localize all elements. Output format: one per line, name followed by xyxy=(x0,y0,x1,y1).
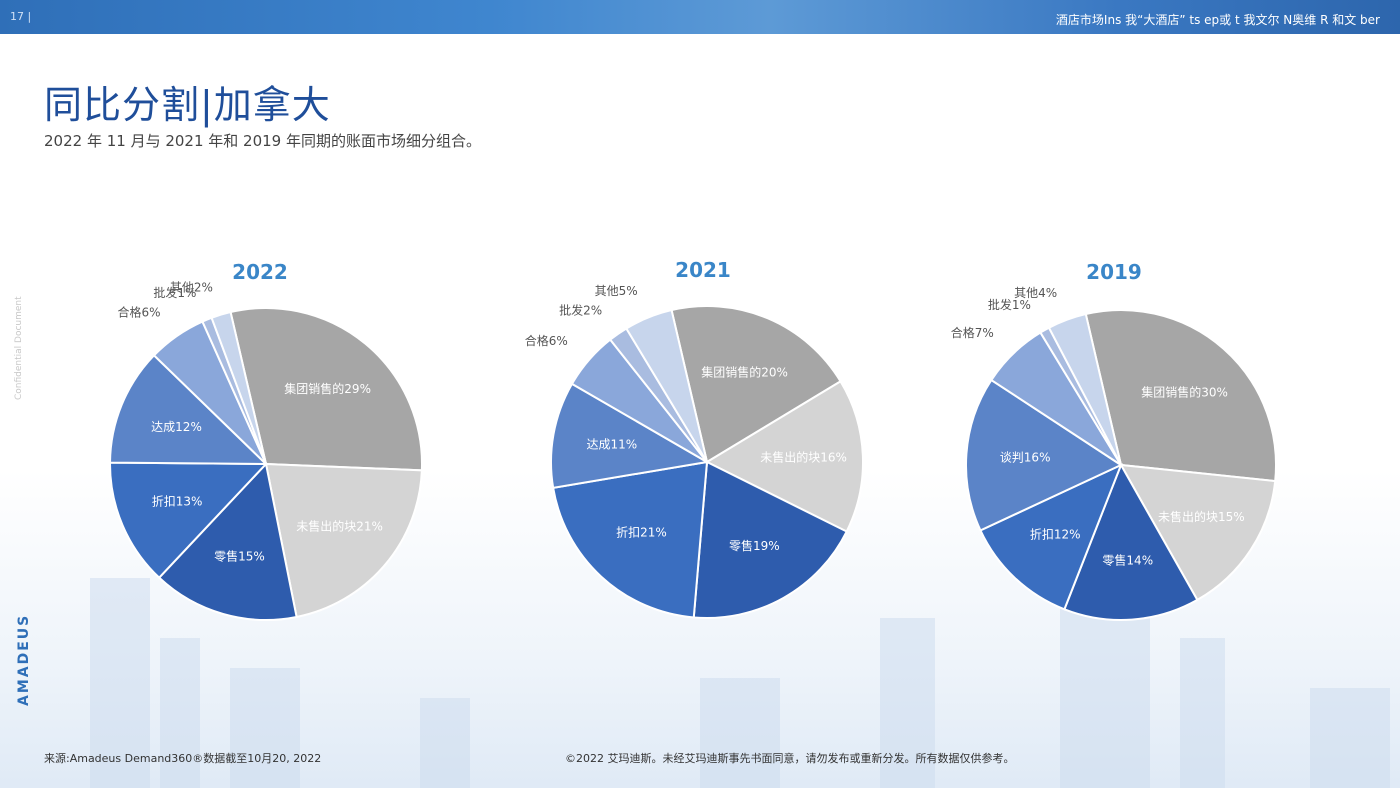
pie-slice xyxy=(965,378,1124,532)
page-title: 同比分割|加拿大 xyxy=(44,83,331,127)
pie-slice-label: 合格7% xyxy=(951,325,994,340)
pie-slice-label: 未售出的块16% xyxy=(760,450,847,465)
page-subtitle: 2022 年 11 月与 2021 年和 2019 年同期的账面市场细分组合。 xyxy=(44,132,481,150)
pie-slice-label: 批发1% xyxy=(153,285,196,300)
pie-slice-label: 集团销售的20% xyxy=(701,364,788,379)
breadcrumb: 酒店市场Ins 我“大酒店” ts ep或 t 我文尔 N奥维 R 和文 ber xyxy=(1055,13,1380,27)
pie-slice-label: 批发2% xyxy=(559,302,602,317)
pie-slice-label: 未售出的块15% xyxy=(1158,509,1245,524)
pie-slice xyxy=(229,307,423,472)
pie-slice xyxy=(550,382,710,489)
pie-slice-label: 其他4% xyxy=(1014,286,1057,300)
pie-slice xyxy=(108,353,269,466)
pie-slice-label: 谈判16% xyxy=(1000,451,1051,465)
pie-slice-label: 其他2% xyxy=(170,280,213,294)
copyright-note: ©2022 艾玛迪斯。未经艾玛迪斯事先书面同意，请勿发布或重新分发。所有数据仅供… xyxy=(565,752,1015,765)
pie-slice-label: 折扣21% xyxy=(616,525,667,540)
pie-slice xyxy=(109,461,269,580)
pie-slice-label: 零售19% xyxy=(729,538,780,553)
chart-title-2022: 2022 xyxy=(232,260,288,284)
pie-slice xyxy=(670,305,842,464)
pie-slice xyxy=(210,310,267,465)
pie-slice-label: 达成11% xyxy=(586,437,637,451)
pie-slice xyxy=(1047,312,1122,466)
pie-slice xyxy=(1119,463,1277,602)
pie-slice-label: 集团销售的30% xyxy=(1141,384,1228,399)
pie-slice xyxy=(1084,309,1277,483)
pie-slice xyxy=(692,460,848,619)
pie-slice xyxy=(624,308,708,463)
pie-slice-label: 零售14% xyxy=(1102,552,1153,567)
pie-slice xyxy=(1063,462,1199,621)
pie-slice xyxy=(264,462,423,619)
pie-slice-label: 合格6% xyxy=(525,333,568,348)
pie-slice xyxy=(704,379,864,533)
top-banner: 17 | 酒店市场Ins 我“大酒店” ts ep或 t 我文尔 N奥维 R 和… xyxy=(0,0,1400,34)
pie-slice-label: 折扣12% xyxy=(1030,527,1081,542)
pie-slice-label: 折扣13% xyxy=(152,493,203,508)
pie-slice xyxy=(552,460,709,619)
pie-slice xyxy=(979,463,1123,611)
pie-slice-label: 未售出的块21% xyxy=(296,518,383,533)
chart-title-2019: 2019 xyxy=(1086,260,1142,284)
pie-slice-label: 其他5% xyxy=(595,284,638,298)
pie-slice-label: 达成12% xyxy=(151,420,202,434)
chart-title-2021: 2021 xyxy=(675,258,731,282)
source-note: 来源:Amadeus Demand360®数据截至10月20, 2022 xyxy=(44,752,322,765)
pie-slice-label: 合格6% xyxy=(118,305,161,320)
pie-slice xyxy=(157,461,298,621)
pie-slice-label: 零售15% xyxy=(214,548,265,563)
page-number: 17 | xyxy=(10,10,32,23)
pie-slice-label: 批发1% xyxy=(988,297,1031,312)
pie-slice-label: 集团销售的29% xyxy=(284,381,371,396)
